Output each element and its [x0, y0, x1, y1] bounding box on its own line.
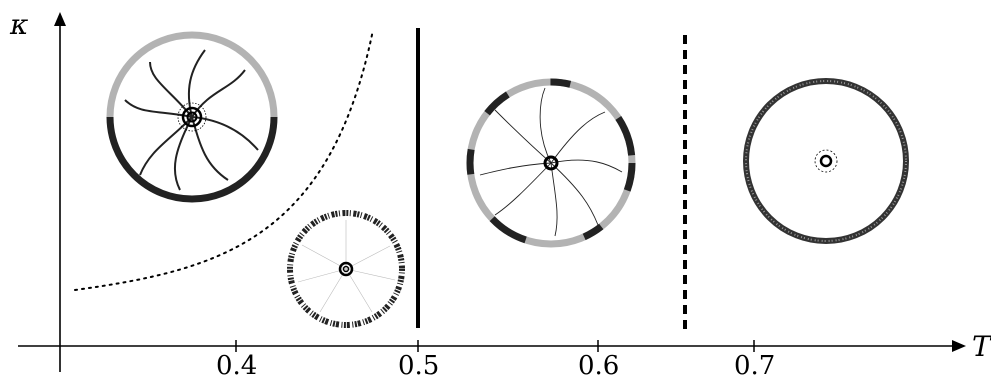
ring-speckled [743, 78, 909, 244]
center-rings [338, 261, 354, 277]
petals [479, 87, 623, 237]
inset-dense-ring [287, 210, 405, 328]
center-rings [177, 102, 207, 132]
x-tick-label: 0.7 [734, 351, 775, 378]
inset-segmented-ring [106, 31, 278, 203]
y-axis-arrowhead [54, 12, 66, 26]
ring-arc-dark [106, 116, 278, 203]
y-axis-label: κ [9, 8, 28, 41]
radial-lines [297, 220, 396, 313]
swirl-pattern [124, 49, 259, 191]
inset-noisy-ring [743, 78, 909, 244]
ring-arc-light [106, 31, 278, 118]
center-rings [543, 155, 559, 171]
ring-barcode [287, 210, 405, 328]
x-tick-label: 0.5 [398, 351, 439, 378]
x-tick-label: 0.6 [578, 351, 619, 378]
x-tick-label: 0.4 [216, 351, 257, 378]
center-rings [814, 149, 838, 173]
x-axis-arrowhead [952, 340, 966, 352]
dotted-curve [74, 29, 374, 291]
inset-petal-ring [466, 78, 636, 248]
ring-alternating-dark [466, 78, 636, 248]
ring-speckle-overlay [745, 80, 907, 242]
x-axis-label: T [972, 330, 991, 363]
